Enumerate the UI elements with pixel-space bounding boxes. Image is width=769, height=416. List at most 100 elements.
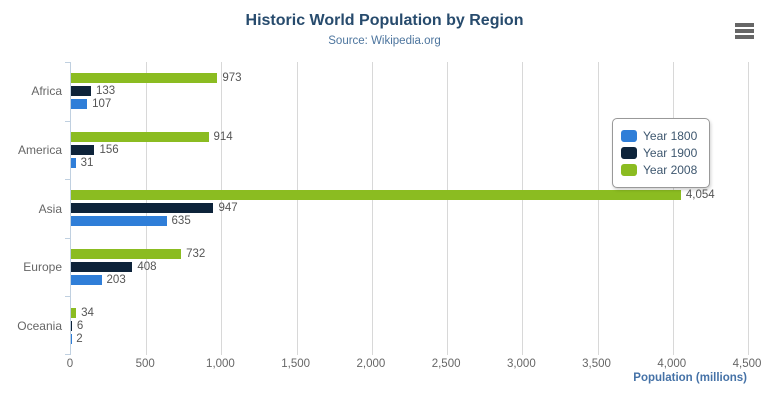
bar-value-label: 635	[171, 215, 191, 228]
bar-europe-year-1800[interactable]	[71, 275, 102, 286]
bar-value-label: 732	[186, 247, 206, 260]
bar-america-year-1900[interactable]	[71, 144, 95, 155]
bar-line: 635	[71, 215, 747, 228]
legend-item-year-1800[interactable]: Year 1800	[621, 129, 697, 143]
bar-africa-year-1900[interactable]	[71, 86, 91, 97]
grid-line	[522, 62, 524, 355]
y-axis-tick	[65, 179, 71, 180]
legend-swatch	[621, 130, 637, 142]
category-band: 732 408 203	[71, 238, 747, 297]
legend-item-label: Year 1900	[643, 146, 698, 160]
bar-line: 133	[71, 85, 747, 98]
bar-oceania-year-1900[interactable]	[71, 320, 72, 331]
category-band: 914 156 31	[71, 121, 747, 180]
grid-line	[748, 62, 749, 355]
category-label-oceania: Oceania	[17, 318, 62, 333]
bar-line: 2	[71, 332, 747, 345]
category-label-america: America	[17, 142, 62, 157]
bar-asia-year-2008[interactable]	[71, 190, 681, 201]
bar-line: 203	[71, 273, 747, 286]
legend-swatch	[621, 164, 637, 176]
bar-value-label: 973	[222, 72, 242, 85]
bar-europe-year-2008[interactable]	[71, 249, 182, 260]
bar-line: 914	[71, 130, 747, 143]
y-axis-tick	[65, 62, 71, 63]
x-axis-tick-labels: 0 500 1,000 1,500 2,000 2,500 3,000 3,500 4,000 4…	[0, 358, 769, 372]
legend-item-label: Year 2008	[643, 163, 698, 177]
plot-area: 973 133 107 914 156 31 4,054 947 635 732 408 203 34 6…	[65, 62, 749, 355]
bar-line: 973	[71, 72, 747, 85]
bar-africa-year-2008[interactable]	[71, 73, 218, 84]
category-label-europe: Europe	[23, 260, 62, 275]
legend-item-label: Year 1800	[643, 129, 698, 143]
x-tick-label: 500	[135, 358, 155, 370]
x-tick-label: 4,000	[657, 358, 687, 370]
hamburger-bar	[734, 35, 754, 39]
bar-value-label: 2	[76, 332, 83, 345]
bar-america-year-1800[interactable]	[71, 157, 76, 168]
bar-oceania-year-2008[interactable]	[71, 307, 77, 318]
bar-line: 947	[71, 202, 747, 215]
x-tick-label: 0	[66, 358, 74, 370]
bar-oceania-year-1800[interactable]	[71, 333, 72, 344]
grid-line	[447, 62, 449, 355]
bar-line: 4,054	[71, 189, 747, 202]
x-axis-title: Population (millions)	[633, 372, 747, 384]
category-label-asia: Asia	[38, 201, 62, 216]
category-band: 4,054 947 635	[71, 179, 747, 238]
bar-asia-year-1900[interactable]	[71, 203, 214, 214]
bar-value-label: 6	[76, 319, 84, 332]
bar-line: 31	[71, 156, 747, 169]
chart-subtitle: Source: Wikipedia.org	[328, 35, 441, 47]
bar-europe-year-1900[interactable]	[71, 262, 133, 273]
x-tick-label: 1,500	[281, 358, 311, 370]
legend-item-year-1900[interactable]: Year 1900	[621, 146, 697, 160]
bar-value-label: 34	[81, 306, 94, 319]
legend: Year 1800 Year 1900 Year 2008	[612, 118, 711, 188]
y-axis-tick	[65, 238, 71, 239]
hamburger-bar	[734, 29, 754, 33]
y-axis-category-labels: Africa America Asia Europe Oceania	[0, 62, 62, 355]
hamburger-icon[interactable]	[731, 20, 757, 42]
bar-value-label: 408	[137, 260, 157, 273]
bar-asia-year-1800[interactable]	[71, 216, 167, 227]
x-tick-label: 3,500	[582, 358, 611, 370]
bar-line: 107	[71, 98, 747, 111]
bar-america-year-2008[interactable]	[71, 131, 209, 142]
bar-africa-year-1800[interactable]	[71, 99, 88, 110]
y-axis-tick	[65, 354, 71, 355]
category-band: 973 133 107	[71, 62, 747, 121]
grid-line	[672, 62, 674, 355]
chart-title: Historic World Population by Region	[245, 12, 524, 29]
grid-line	[221, 62, 223, 355]
y-axis-tick	[65, 121, 71, 122]
hamburger-bar	[734, 23, 754, 27]
bar-value-label: 133	[96, 85, 116, 98]
grid-line	[371, 62, 373, 355]
bar-value-label: 914	[213, 130, 233, 143]
bar-value-label: 4,054	[685, 189, 715, 202]
category-label-africa: Africa	[31, 84, 62, 99]
bar-value-label: 156	[99, 143, 119, 156]
bar-line: 34	[71, 306, 747, 319]
grid-line	[296, 62, 298, 355]
category-band: 34 6 2	[71, 296, 747, 355]
x-tick-label: 4,500	[732, 358, 762, 370]
bar-value-label: 107	[92, 98, 112, 111]
x-tick-label: 3,000	[506, 358, 536, 370]
bar-value-label: 203	[106, 273, 126, 286]
bar-line: 156	[71, 143, 747, 156]
bar-line: 408	[71, 260, 747, 273]
x-tick-label: 2,500	[431, 358, 461, 370]
y-axis-tick	[65, 296, 71, 297]
legend-swatch	[621, 147, 637, 159]
x-tick-label: 2,000	[356, 358, 386, 370]
bar-line: 6	[71, 319, 747, 332]
grid-line	[597, 62, 599, 355]
bar-line: 732	[71, 247, 747, 260]
x-tick-label: 1,000	[206, 358, 235, 370]
bar-value-label: 31	[80, 156, 94, 169]
bar-value-label: 947	[218, 202, 238, 215]
legend-item-year-2008[interactable]: Year 2008	[621, 163, 697, 177]
